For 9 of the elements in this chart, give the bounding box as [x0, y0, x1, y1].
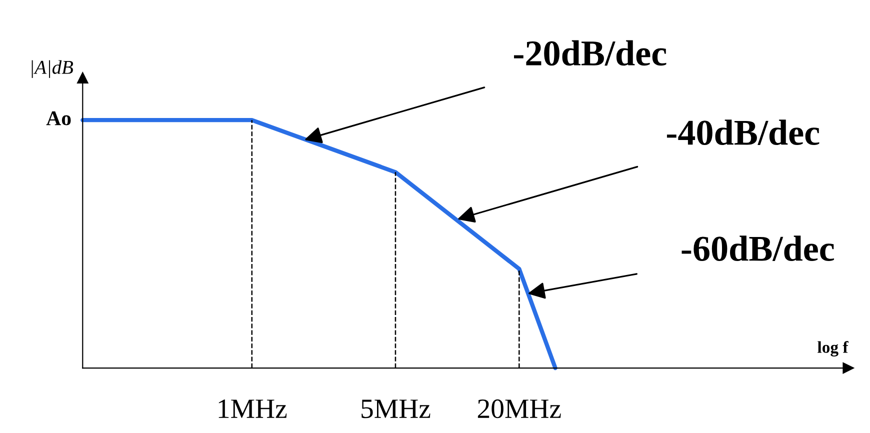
x-axis-title: log f [818, 341, 848, 356]
x-tick-label: 1MHz [218, 400, 287, 418]
annotation: Ao [46, 111, 71, 126]
x-tick-label: 5MHz [362, 400, 430, 418]
y-axis-title: |A|dB [32, 60, 74, 78]
annotation: -60dB/dec [682, 236, 834, 262]
x-tick-label: 20MHz [478, 399, 561, 418]
annotation: -40dB/dec [666, 120, 820, 145]
annotation: -20dB/dec [514, 40, 666, 66]
